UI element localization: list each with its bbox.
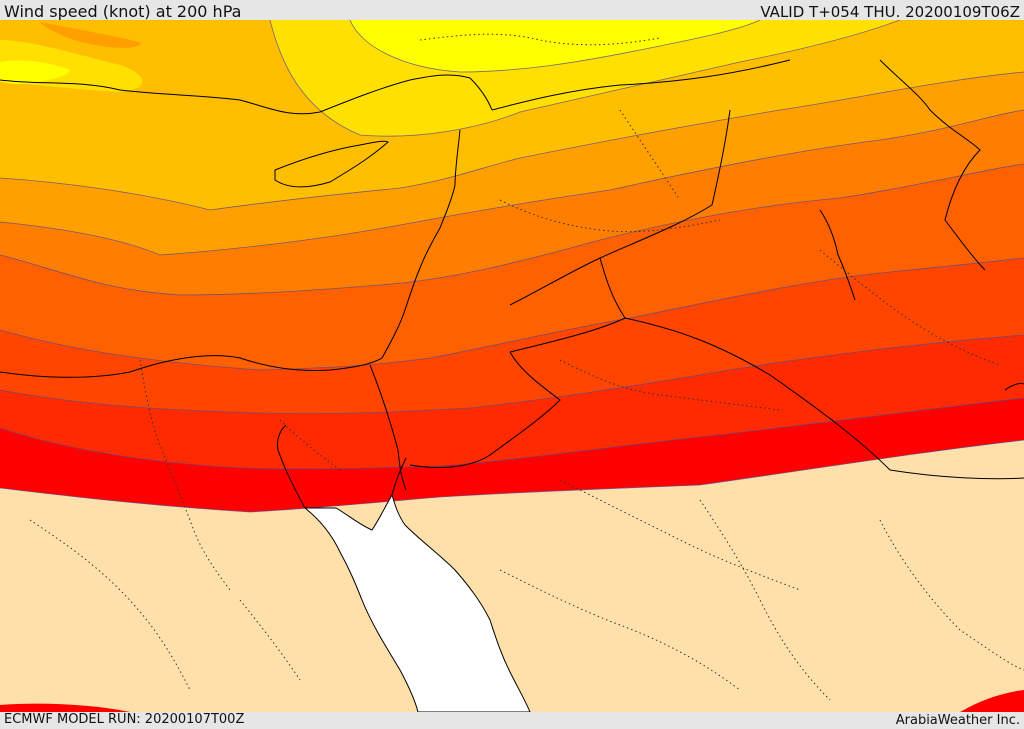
wind-speed-map xyxy=(0,20,1024,712)
map-title: Wind speed (knot) at 200 hPa xyxy=(4,2,242,21)
red-sea xyxy=(303,493,531,712)
model-run-label: ECMWF MODEL RUN: 20200107T00Z xyxy=(4,712,245,727)
admin-boundaries xyxy=(29,33,1024,701)
map-canvas xyxy=(0,20,1024,712)
wind-patch-nw-2 xyxy=(0,60,70,84)
valid-time-label: VALID T+054 THU. 20200109T06Z xyxy=(760,3,1020,21)
wind-patch-se xyxy=(960,690,1024,712)
footer-bar: ECMWF MODEL RUN: 20200107T00Z ArabiaWeat… xyxy=(0,712,1024,729)
coastlines xyxy=(0,59,1024,509)
wind-band-1 xyxy=(350,20,760,72)
wind-patch-sw xyxy=(0,703,130,712)
credit-label: ArabiaWeather Inc. xyxy=(895,713,1020,728)
wind-contours xyxy=(0,20,1024,513)
header-bar: Wind speed (knot) at 200 hPa VALID T+054… xyxy=(0,0,1024,22)
wind-patch-nw-3 xyxy=(40,22,141,48)
